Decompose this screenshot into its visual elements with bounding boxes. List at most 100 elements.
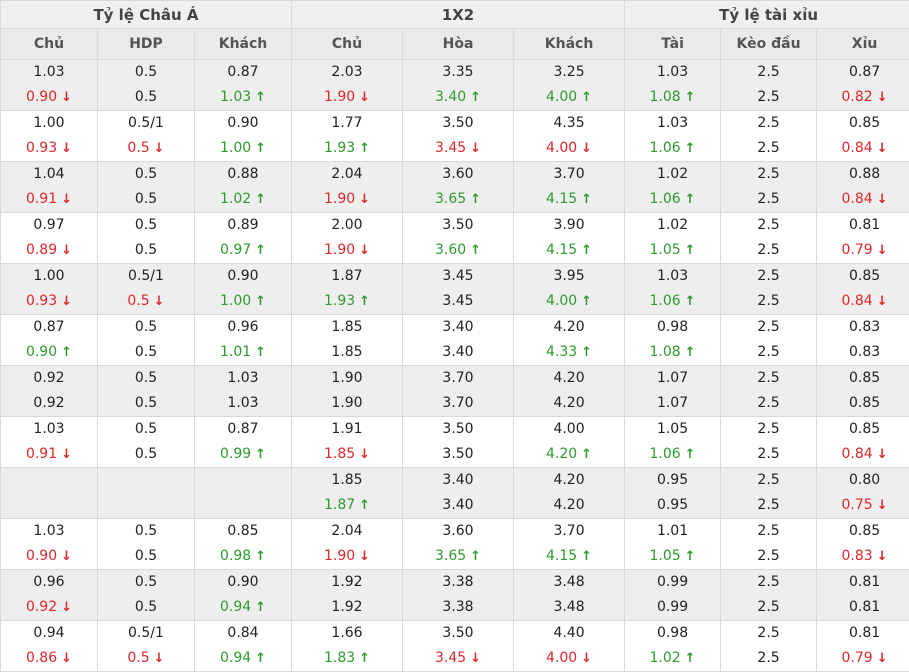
odds-cell-home[interactable] bbox=[1, 468, 98, 519]
odds-cell-hdp[interactable] bbox=[98, 468, 195, 519]
odds-cell-away[interactable] bbox=[195, 468, 292, 519]
